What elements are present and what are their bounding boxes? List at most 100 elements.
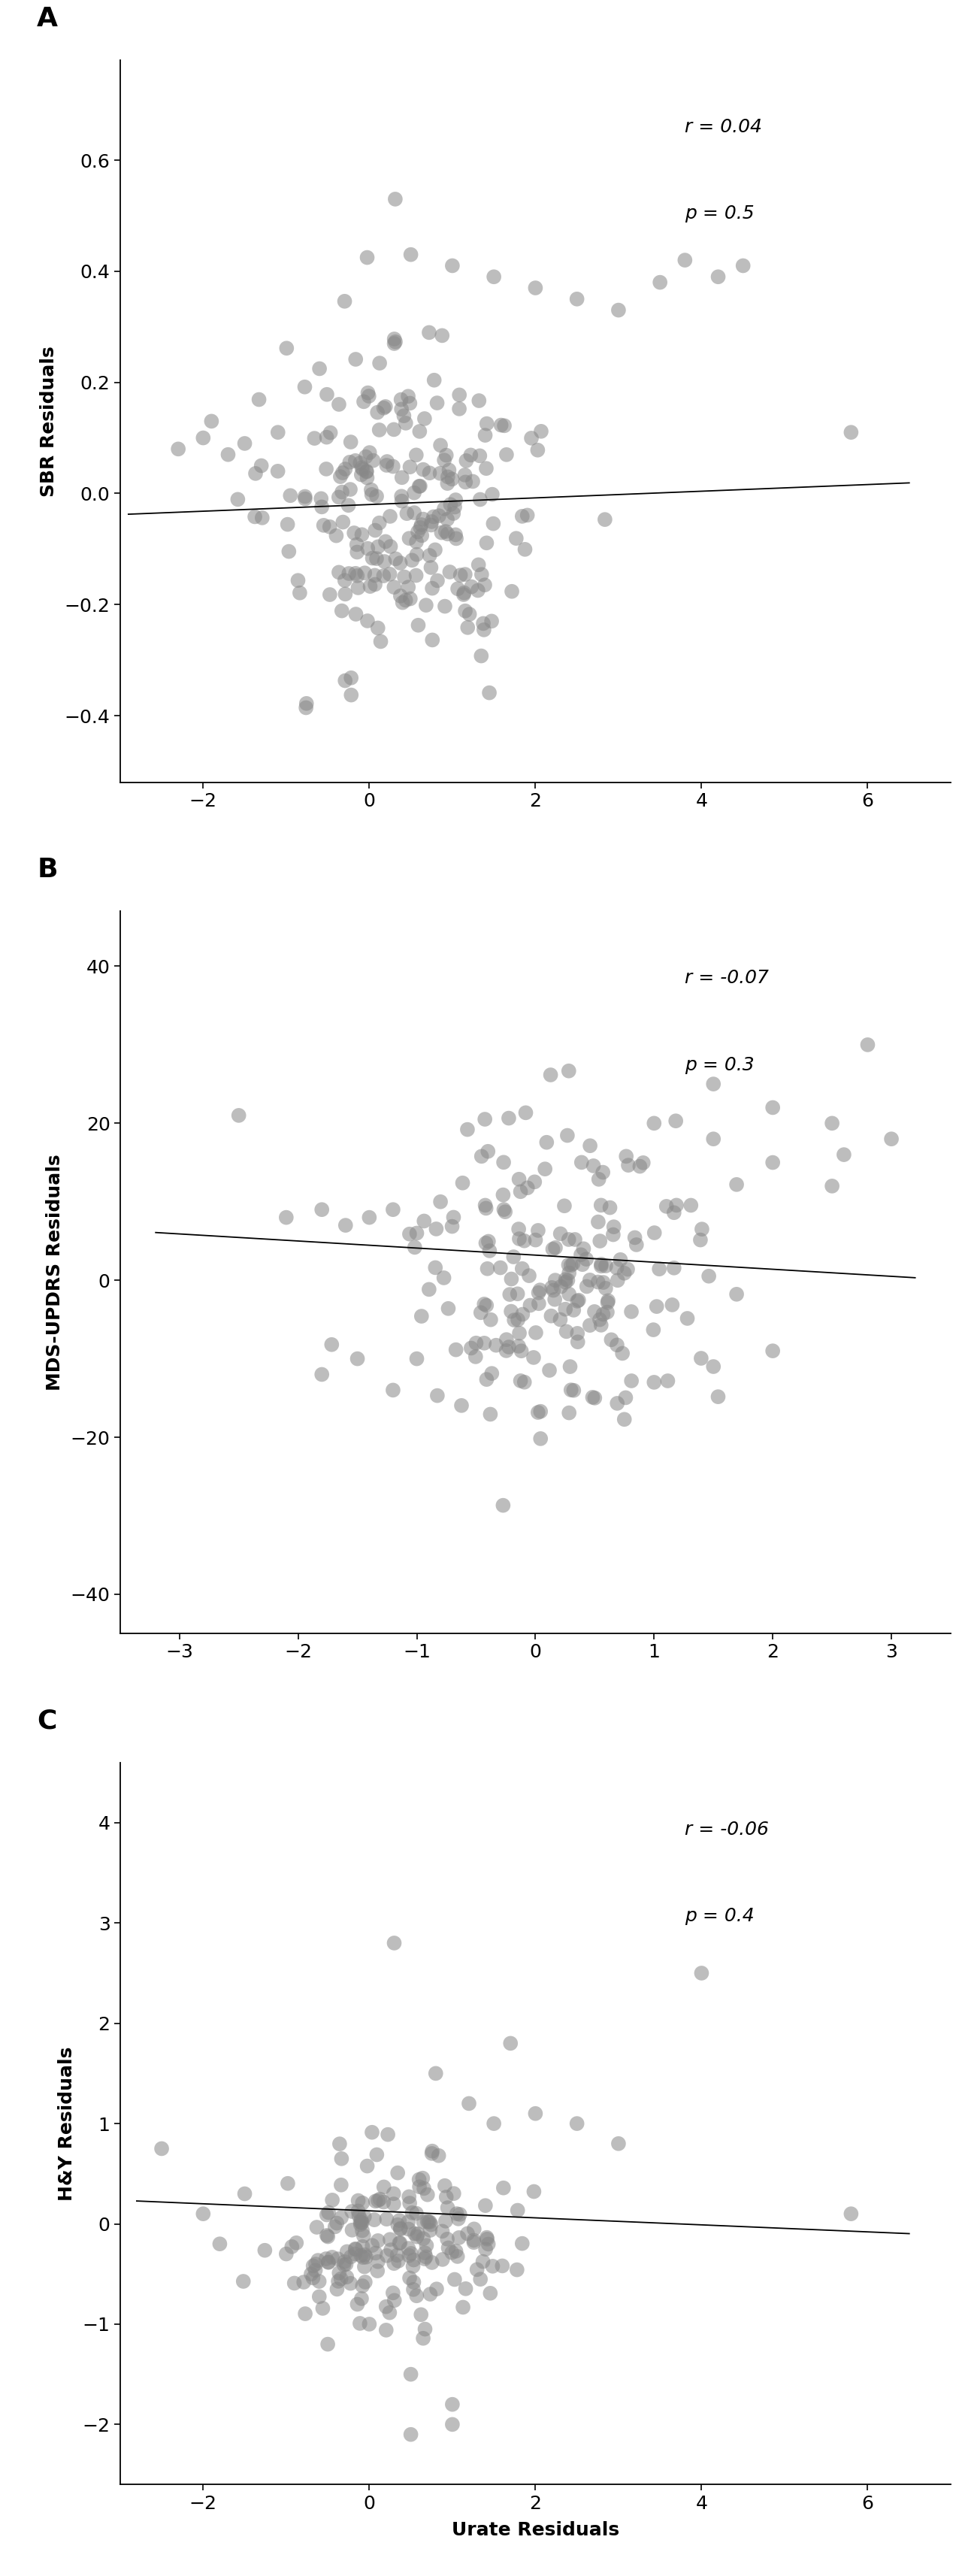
Point: [482, 672, 497, 714]
Point: [337, 2241, 352, 2282]
Point: [594, 1244, 609, 1285]
Point: [379, 440, 394, 482]
Point: [486, 255, 501, 296]
Point: [386, 2184, 401, 2226]
Point: [414, 505, 429, 546]
Point: [370, 2221, 386, 2262]
Point: [683, 1185, 698, 1226]
Point: [428, 1247, 443, 1288]
Point: [247, 497, 263, 538]
Point: [382, 495, 397, 536]
Point: [409, 533, 424, 574]
Point: [320, 2241, 336, 2282]
Point: [561, 1051, 576, 1092]
Point: [337, 2244, 352, 2285]
Point: [594, 1244, 609, 1285]
Point: [437, 585, 452, 626]
Point: [195, 417, 211, 459]
Point: [501, 1327, 517, 1368]
Point: [349, 554, 365, 595]
Point: [316, 505, 331, 546]
Point: [431, 495, 446, 536]
Point: [309, 2208, 324, 2249]
Point: [476, 608, 492, 649]
Y-axis label: SBR Residuals: SBR Residuals: [40, 345, 58, 497]
Point: [566, 1291, 581, 1332]
Point: [344, 2190, 360, 2231]
Point: [404, 538, 419, 580]
Point: [460, 2213, 475, 2254]
Point: [360, 600, 375, 641]
Point: [409, 1213, 424, 1255]
Point: [495, 2166, 511, 2208]
Point: [270, 451, 286, 492]
Point: [392, 2200, 407, 2241]
Point: [396, 556, 412, 598]
Point: [436, 1257, 451, 1298]
Point: [432, 453, 447, 495]
Point: [558, 1262, 573, 1303]
Point: [370, 2241, 386, 2282]
Point: [667, 1247, 682, 1288]
Point: [512, 1218, 527, 1260]
Point: [413, 507, 428, 549]
Point: [421, 1270, 437, 1311]
Point: [450, 2236, 466, 2277]
Point: [390, 2151, 405, 2192]
Point: [402, 384, 418, 425]
Point: [355, 2182, 370, 2223]
Point: [448, 479, 464, 520]
Point: [412, 410, 427, 451]
Point: [479, 402, 494, 443]
Point: [592, 1298, 607, 1340]
Point: [387, 567, 402, 608]
Point: [388, 322, 403, 363]
Point: [598, 1244, 614, 1285]
Point: [417, 399, 432, 440]
Point: [765, 1087, 780, 1128]
Point: [613, 1239, 628, 1280]
Point: [574, 1244, 590, 1285]
Point: [334, 2164, 349, 2205]
Point: [337, 281, 352, 322]
Point: [594, 1185, 609, 1226]
Point: [448, 2231, 464, 2272]
Y-axis label: MDS-UPDRS Residuals: MDS-UPDRS Residuals: [46, 1154, 64, 1391]
Point: [503, 2022, 519, 2063]
Point: [582, 1126, 597, 1167]
Point: [570, 1314, 585, 1355]
Point: [403, 2233, 418, 2275]
Point: [582, 1303, 597, 1345]
Point: [765, 1329, 780, 1370]
Point: [421, 312, 437, 353]
Point: [729, 1164, 745, 1206]
Point: [357, 2246, 372, 2287]
Point: [284, 2226, 299, 2267]
Point: [617, 1399, 632, 1440]
Point: [547, 1260, 563, 1301]
Point: [339, 2257, 354, 2298]
Point: [444, 2403, 460, 2445]
Point: [503, 1291, 519, 1332]
Point: [570, 2102, 585, 2143]
Point: [335, 453, 350, 495]
Point: [401, 2208, 417, 2249]
Point: [402, 2257, 418, 2298]
Point: [458, 2267, 473, 2308]
Point: [385, 2272, 400, 2313]
Point: [434, 513, 449, 554]
Point: [410, 510, 425, 551]
Point: [433, 425, 448, 466]
Point: [362, 433, 377, 474]
Point: [494, 404, 509, 446]
Point: [595, 1262, 611, 1303]
Point: [507, 1298, 522, 1340]
Point: [254, 446, 269, 487]
Point: [480, 1249, 495, 1291]
Point: [287, 2262, 302, 2303]
Point: [324, 2236, 340, 2277]
Point: [360, 237, 375, 278]
Point: [454, 1386, 469, 1427]
Point: [322, 505, 338, 546]
Point: [528, 268, 544, 309]
